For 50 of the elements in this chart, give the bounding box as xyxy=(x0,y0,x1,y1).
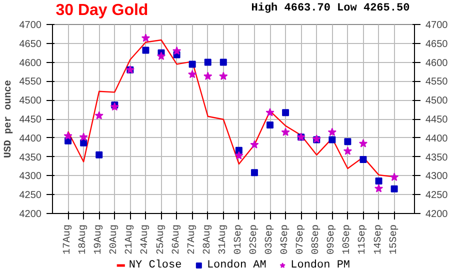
y-tick-label: 4200 xyxy=(19,209,42,220)
y2-tick-label: 4300 xyxy=(426,171,448,182)
x-tick-label: 14Sep xyxy=(373,224,384,255)
y-tick-label: 4550 xyxy=(19,76,42,88)
y-tick-label: 4450 xyxy=(19,114,42,126)
x-tick-label: 11Sep xyxy=(358,224,369,255)
y-tick-label: 4600 xyxy=(19,58,42,69)
y2-tick-label: 4450 xyxy=(426,114,448,126)
y2-tick-label: 4350 xyxy=(426,152,448,164)
x-tick-label: 08Sep xyxy=(311,224,322,255)
chart-title: 30 Day Gold xyxy=(56,2,148,19)
x-tick-label: 21Aug xyxy=(124,224,136,255)
y-tick-label: 4650 xyxy=(19,38,42,50)
x-tick-label: 26Aug xyxy=(171,224,182,255)
y2-tick-label: 4550 xyxy=(426,76,448,88)
x-tick-label: 07Sep xyxy=(296,224,307,255)
x-tick-label: 10Sep xyxy=(342,224,354,255)
chart-subtitle: High 4663.70 Low 4265.50 xyxy=(251,2,410,14)
x-tick-label: 20Aug xyxy=(109,224,120,255)
y-tick-label: 4350 xyxy=(19,152,42,164)
legend-label: London AM xyxy=(206,260,266,272)
y2-tick-label: 4650 xyxy=(426,38,448,50)
x-tick-label: 31Aug xyxy=(218,224,229,255)
x-tick-label: 25Aug xyxy=(156,224,167,255)
x-tick-label: 01Sep xyxy=(233,224,244,255)
x-tick-label: 03Sep xyxy=(264,224,276,255)
y2-tick-label: 4200 xyxy=(426,209,448,220)
y-tick-label: 4400 xyxy=(19,133,42,144)
legend-label: London PM xyxy=(290,260,350,272)
x-tick-label: 27Aug xyxy=(186,224,198,255)
y2-tick-label: 4400 xyxy=(426,133,448,144)
x-tick-label: 15Sep xyxy=(388,224,400,255)
y2-tick-label: 4700 xyxy=(426,20,448,31)
x-tick-label: 18Aug xyxy=(78,224,90,255)
x-tick-label: 19Aug xyxy=(94,224,105,255)
y-tick-label: 4500 xyxy=(19,96,42,107)
x-tick-label: 17Aug xyxy=(62,224,74,255)
x-tick-label: 02Sep xyxy=(248,224,260,255)
y-tick-label: 4300 xyxy=(19,171,42,182)
y2-tick-label: 4600 xyxy=(426,58,448,69)
x-tick-label: 09Sep xyxy=(326,224,338,255)
y-tick-label: 4700 xyxy=(19,20,42,31)
y-tick-label: 4250 xyxy=(19,190,42,202)
x-tick-label: 24Aug xyxy=(140,224,152,255)
legend-label: NY Close xyxy=(128,260,182,272)
y-axis-title: USD per ounce xyxy=(3,80,14,158)
y2-tick-label: 4500 xyxy=(426,96,448,107)
x-tick-label: 04Sep xyxy=(280,224,292,255)
x-tick-label: 28Aug xyxy=(202,224,214,255)
y2-tick-label: 4250 xyxy=(426,190,448,202)
